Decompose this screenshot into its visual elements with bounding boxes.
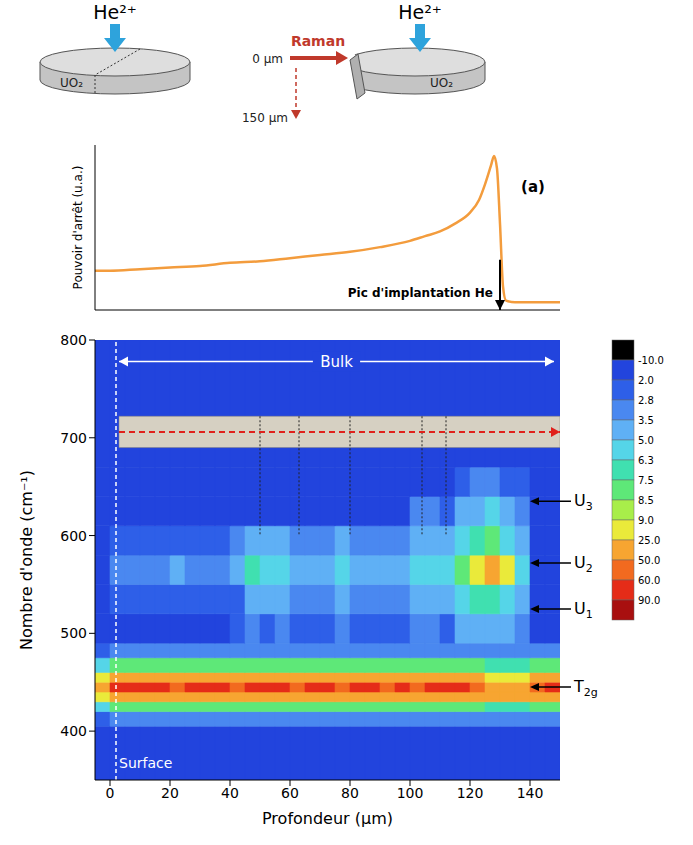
svg-text:U2: U2	[574, 553, 593, 575]
svg-text:20: 20	[161, 785, 179, 801]
svg-text:400: 400	[60, 723, 87, 739]
svg-text:2.8: 2.8	[638, 395, 654, 406]
svg-text:Pouvoir d'arrêt (u.a.): Pouvoir d'arrêt (u.a.)	[71, 166, 85, 290]
svg-text:100: 100	[397, 785, 424, 801]
svg-text:He²⁺: He²⁺	[398, 1, 442, 23]
svg-text:600: 600	[60, 528, 87, 544]
svg-text:9.0: 9.0	[638, 515, 654, 526]
svg-text:6.3: 6.3	[638, 455, 654, 466]
svg-text:40: 40	[221, 785, 239, 801]
svg-text:U1: U1	[574, 599, 593, 621]
svg-text:60: 60	[281, 785, 299, 801]
svg-text:Raman: Raman	[291, 33, 345, 49]
svg-text:5.0: 5.0	[638, 435, 654, 446]
svg-text:Nombre d'onde (cm⁻¹): Nombre d'onde (cm⁻¹)	[17, 470, 36, 650]
svg-text:140: 140	[517, 785, 544, 801]
svg-text:120: 120	[457, 785, 484, 801]
svg-text:25.0: 25.0	[638, 535, 660, 546]
svg-text:2.0: 2.0	[638, 375, 654, 386]
svg-text:0 µm: 0 µm	[252, 52, 283, 66]
svg-text:8.5: 8.5	[638, 495, 654, 506]
svg-text:He²⁺: He²⁺	[93, 1, 137, 23]
svg-text:T2g: T2g	[573, 677, 598, 699]
svg-text:500: 500	[60, 625, 87, 641]
svg-text:60.0: 60.0	[638, 575, 660, 586]
svg-text:UO₂: UO₂	[60, 76, 83, 90]
svg-text:Surface: Surface	[119, 755, 172, 771]
svg-text:90.0: 90.0	[638, 595, 660, 606]
svg-text:3.5: 3.5	[638, 415, 654, 426]
svg-text:(a): (a)	[521, 178, 545, 196]
svg-text:-10.0: -10.0	[638, 355, 664, 366]
svg-text:150 µm: 150 µm	[242, 111, 288, 125]
svg-text:UO₂: UO₂	[430, 76, 453, 90]
svg-text:700: 700	[60, 430, 87, 446]
svg-text:800: 800	[60, 332, 87, 348]
svg-text:Pic d'implantation He: Pic d'implantation He	[348, 286, 493, 300]
svg-text:50.0: 50.0	[638, 555, 660, 566]
svg-text:U3: U3	[574, 491, 593, 513]
svg-text:0: 0	[106, 785, 115, 801]
svg-text:Profondeur (µm): Profondeur (µm)	[262, 809, 393, 828]
svg-text:7.5: 7.5	[638, 475, 654, 486]
svg-text:80: 80	[341, 785, 359, 801]
svg-text:Bulk: Bulk	[320, 353, 353, 371]
